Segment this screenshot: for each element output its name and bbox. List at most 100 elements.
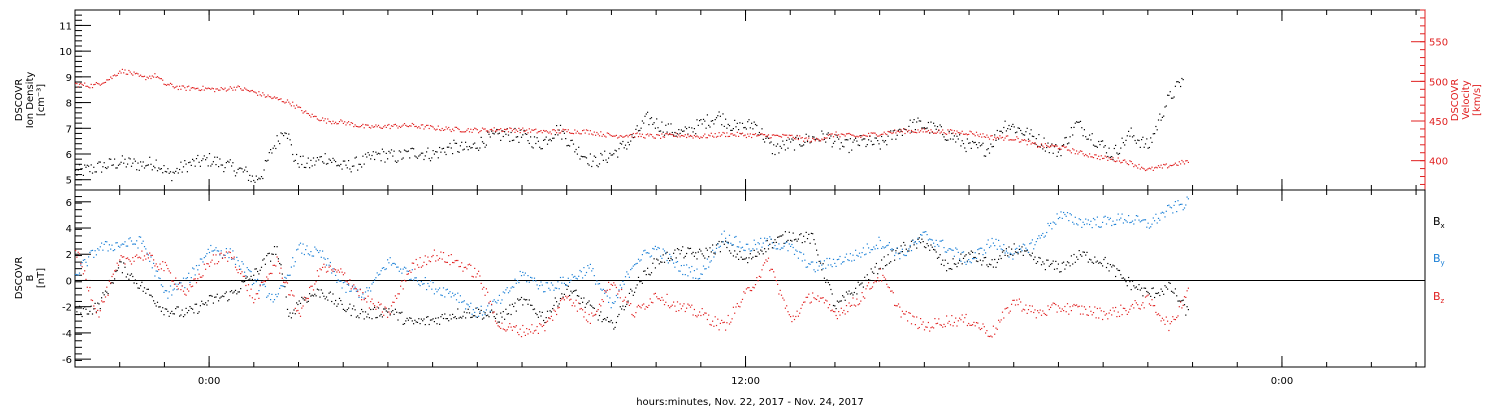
density-point [117, 164, 120, 166]
by-point [740, 247, 742, 249]
density-point [327, 162, 329, 165]
velocity-point [302, 112, 304, 114]
bz-point [440, 251, 442, 253]
bx-point [328, 292, 330, 294]
bx-point [835, 308, 837, 310]
by-point [89, 251, 91, 253]
by-point [597, 283, 599, 285]
bx-point [618, 313, 620, 316]
density-point [662, 131, 664, 133]
by-point [992, 242, 994, 244]
bx-point [285, 296, 287, 298]
bz-point [1125, 310, 1127, 312]
velocity-point [1178, 161, 1180, 163]
bx-point [621, 308, 623, 310]
velocity-point [442, 129, 445, 131]
bx-point [1094, 256, 1096, 258]
bx-point [732, 255, 734, 257]
velocity-point [463, 131, 465, 133]
density-point [943, 136, 945, 138]
bz-point [708, 314, 710, 316]
bz-point [1001, 311, 1004, 313]
by-point [1137, 215, 1139, 217]
bx-point [673, 252, 675, 254]
by-point [999, 245, 1001, 247]
by-point [1094, 219, 1096, 221]
bx-point [899, 252, 901, 254]
bx-point [440, 316, 442, 318]
bz-point [786, 305, 788, 307]
by-point [1003, 244, 1005, 246]
bz-point [533, 330, 536, 332]
bx-point [253, 274, 255, 276]
by-point [998, 239, 1000, 241]
density-point [741, 122, 744, 124]
density-point [918, 120, 920, 122]
density-point [414, 155, 416, 157]
bx-point [493, 316, 495, 318]
velocity-point [368, 126, 370, 128]
density-point [1027, 138, 1030, 140]
by-point [199, 258, 201, 260]
velocity-point [909, 132, 911, 134]
bx-point [955, 263, 957, 265]
bz-point [246, 289, 248, 292]
density-point [566, 145, 568, 147]
bz-point [801, 304, 803, 306]
bx-point [251, 278, 253, 281]
density-point [897, 129, 900, 131]
by-point [996, 248, 998, 250]
bz-point [288, 294, 290, 296]
bz-point [98, 316, 100, 318]
by-point [454, 293, 456, 295]
bz-point [403, 279, 406, 281]
velocity-point [946, 133, 948, 135]
bx-point [272, 253, 274, 255]
by-point [576, 278, 578, 280]
density-point [1013, 126, 1015, 128]
velocity-point [292, 101, 294, 103]
bx-point [130, 273, 133, 275]
velocity-point [897, 130, 900, 132]
density-point [891, 138, 893, 140]
by-point [770, 238, 772, 240]
bx-point [923, 246, 926, 248]
density-point [757, 134, 759, 136]
velocity-point [1142, 167, 1144, 169]
density-point [855, 137, 857, 139]
bx-point [507, 313, 510, 315]
bz-point [1043, 312, 1045, 314]
by-point [237, 260, 239, 262]
density-point [801, 145, 803, 147]
bz-point [285, 281, 287, 283]
bx-point [129, 274, 131, 276]
bz-point [929, 330, 931, 332]
velocity-point [476, 129, 478, 131]
by-point [829, 257, 831, 260]
bz-point [1085, 308, 1087, 310]
density-point [982, 142, 984, 144]
velocity-point [986, 134, 988, 136]
bx-point [1068, 262, 1070, 264]
by-point [376, 272, 378, 274]
bz-point [294, 307, 296, 309]
bx-point [120, 261, 122, 263]
bx-point [166, 308, 168, 310]
bz-point [783, 299, 785, 301]
bz-point [465, 266, 467, 268]
bx-point [747, 262, 749, 264]
bz-point [894, 304, 896, 306]
bx-point [904, 244, 906, 246]
bx-point [719, 251, 721, 253]
by-point [887, 244, 889, 246]
velocity-point [301, 110, 303, 112]
by-point [584, 274, 586, 276]
bx-point [946, 270, 948, 272]
by-point [572, 276, 575, 278]
density-point [718, 111, 720, 113]
density-point [628, 144, 630, 146]
bx-point [543, 319, 545, 322]
density-point [1173, 96, 1175, 98]
bz-point [917, 327, 919, 330]
density-point [406, 151, 408, 153]
